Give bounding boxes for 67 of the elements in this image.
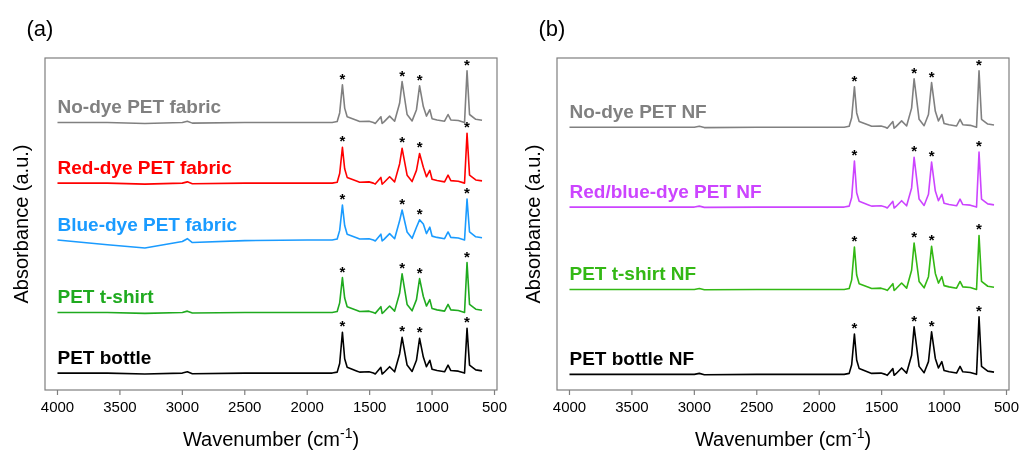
annotation: *	[911, 311, 918, 329]
annotation: *	[976, 137, 983, 155]
annotation: *	[399, 194, 406, 212]
x-tick-label: 2000	[802, 398, 836, 415]
annotation: *	[928, 231, 935, 249]
x-tick-label: 2500	[740, 398, 774, 415]
x-tick-label: 1000	[927, 398, 961, 415]
annotation: *	[851, 231, 858, 249]
annotation: *	[851, 71, 858, 89]
annotation: *	[911, 63, 918, 81]
annotation: *	[399, 322, 406, 340]
annotation: *	[928, 316, 935, 334]
series-label: Red/blue-dye PET NF	[569, 181, 762, 203]
x-tick-label: 4000	[40, 398, 75, 415]
annotation: *	[976, 220, 983, 238]
annotation: *	[416, 204, 423, 222]
x-tick-label: 1000	[415, 398, 449, 415]
annotation: *	[416, 70, 423, 88]
x-tick-label: 4000	[552, 398, 587, 415]
series-label: PET t-shirt NF	[569, 263, 697, 285]
series-label: No-dye PET fabric	[57, 96, 222, 118]
y-axis-title: Absorbance (a.u.)	[522, 144, 544, 304]
series-label: PET bottle	[57, 347, 152, 369]
series-label: PET bottle NF	[569, 348, 695, 370]
annotation: *	[976, 301, 983, 319]
annotation: *	[464, 313, 471, 331]
annotation: *	[416, 323, 423, 341]
annotation: *	[911, 142, 918, 160]
series-label: Blue-dye PET fabric	[57, 213, 238, 235]
x-tick-label: 3000	[677, 398, 712, 415]
x-tick-label: 2500	[228, 398, 262, 415]
annotation: *	[928, 67, 935, 85]
chart-title: (b)	[538, 16, 566, 41]
annotation: *	[339, 262, 346, 280]
annotation: *	[928, 147, 935, 165]
x-axis-title: Wavenumber (cm$^{-1}$)	[182, 425, 360, 450]
chart-title: (a)	[26, 16, 54, 41]
x-tick-label: 3500	[615, 398, 649, 415]
series-label: PET t-shirt	[57, 286, 155, 308]
annotation: *	[976, 55, 983, 73]
annotation: *	[416, 263, 423, 281]
series-label: No-dye PET NF	[569, 101, 707, 123]
annotation: *	[399, 133, 406, 151]
series-label: Red-dye PET fabric	[57, 157, 233, 179]
annotation: *	[339, 317, 346, 335]
x-tick-label: 3500	[103, 398, 137, 415]
annotation: *	[851, 146, 858, 164]
annotation: *	[339, 69, 346, 87]
annotation: *	[399, 258, 406, 276]
annotation: *	[339, 190, 346, 208]
x-axis-title: Wavenumber (cm$^{-1}$)	[694, 425, 872, 450]
annotation: *	[911, 228, 918, 246]
x-tick-label: 2000	[290, 398, 324, 415]
y-axis-title: Absorbance (a.u.)	[10, 144, 32, 304]
x-tick-label: 1500	[864, 398, 899, 415]
annotation: *	[464, 55, 471, 73]
annotation: *	[464, 118, 471, 136]
annotation: *	[416, 138, 423, 156]
x-tick-label: 500	[481, 398, 508, 415]
annotation: *	[339, 132, 346, 150]
annotation: *	[464, 247, 471, 265]
x-tick-label: 3000	[165, 398, 200, 415]
annotation: *	[399, 66, 406, 84]
x-tick-label: 1500	[352, 398, 387, 415]
annotation: *	[464, 184, 471, 202]
x-tick-label: 500	[993, 398, 1020, 415]
annotation: *	[851, 319, 858, 337]
